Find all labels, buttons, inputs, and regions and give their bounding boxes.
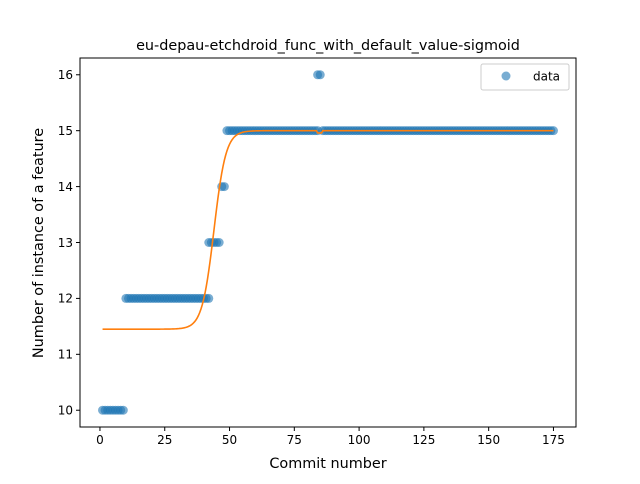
y-tick-label: 13 (58, 236, 73, 250)
fit-line (102, 129, 554, 330)
plot-data (98, 70, 558, 415)
legend-marker-data (501, 71, 511, 81)
x-tick-label: 125 (412, 433, 435, 447)
y-tick-label: 10 (58, 404, 73, 418)
x-tick-label: 50 (222, 433, 237, 447)
data-point (204, 293, 214, 303)
data-point (219, 182, 229, 192)
axis-ticks: 0 25 50 75 100 125 150 175 10 11 12 13 14 15 16 (58, 68, 565, 447)
x-axis-label: Commit number (269, 456, 386, 472)
y-tick-label: 11 (58, 348, 73, 362)
x-tick-label: 25 (157, 433, 172, 447)
legend: data (480, 63, 570, 91)
chart-title: eu-depau-etchdroid_func_with_default_val… (136, 38, 520, 54)
x-tick-label: 100 (348, 433, 371, 447)
x-tick-label: 175 (542, 433, 565, 447)
y-tick-label: 12 (58, 292, 73, 306)
data-point (315, 70, 325, 80)
y-axis-label: Number of instance of a feature (31, 128, 47, 358)
data-point (118, 405, 128, 415)
x-tick-label: 0 (96, 433, 104, 447)
data-point (214, 238, 224, 247)
y-tick-label: 15 (58, 124, 73, 138)
x-tick-label: 150 (477, 433, 500, 447)
y-tick-label: 16 (58, 68, 73, 82)
x-tick-label: 75 (287, 433, 302, 447)
y-tick-label: 14 (58, 180, 73, 194)
legend-label-data: data (533, 70, 560, 84)
legend-box (480, 63, 570, 91)
data-point (548, 126, 558, 136)
